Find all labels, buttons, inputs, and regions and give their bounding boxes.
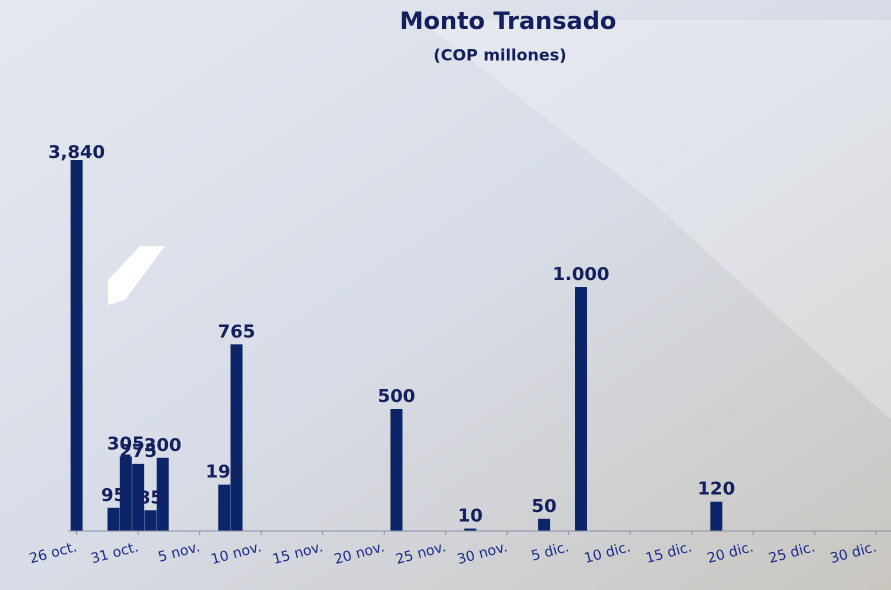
bar: [218, 485, 230, 531]
page: {"chart_data": {"type": "bar", "title": …: [0, 0, 891, 590]
bar: [390, 409, 402, 531]
bar: [538, 519, 550, 531]
value-label: 300: [144, 435, 182, 456]
bar: [575, 287, 587, 531]
value-label: 50: [532, 496, 557, 517]
value-label: 190: [205, 462, 243, 483]
chart-title: Monto Transado: [400, 7, 617, 35]
value-label: 95: [101, 485, 126, 506]
bar: [710, 502, 722, 531]
value-label: 120: [698, 479, 736, 500]
value-label: 765: [218, 321, 256, 342]
bar: [144, 510, 156, 531]
chart-subtitle: (COP millones): [433, 46, 566, 65]
value-label: 85: [138, 487, 163, 508]
value-label: 1.000: [553, 264, 610, 285]
bar: [108, 508, 120, 531]
value-label: 3,840: [48, 142, 105, 163]
value-label: 10: [458, 506, 483, 527]
bar: [231, 344, 243, 531]
value-label: 500: [378, 386, 416, 407]
chart: Monto Transado (COP millones) 26 oct.31 …: [0, 0, 891, 590]
